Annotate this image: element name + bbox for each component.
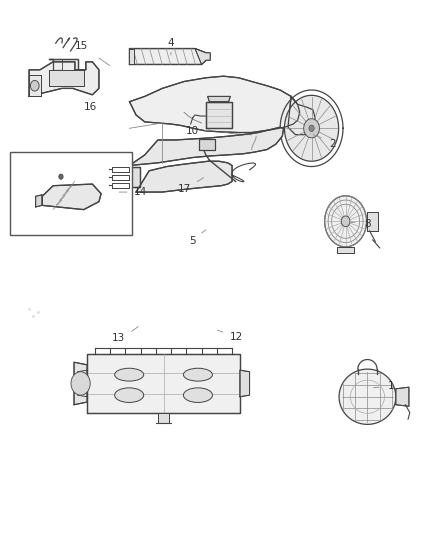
Polygon shape xyxy=(42,184,101,209)
Polygon shape xyxy=(49,59,78,78)
Text: 12: 12 xyxy=(230,332,243,342)
Text: 10: 10 xyxy=(186,126,199,136)
Text: 8: 8 xyxy=(364,219,371,229)
Polygon shape xyxy=(87,354,240,413)
Polygon shape xyxy=(29,62,99,96)
Text: 14: 14 xyxy=(134,187,147,197)
Circle shape xyxy=(71,372,90,395)
Ellipse shape xyxy=(115,368,144,381)
Polygon shape xyxy=(309,125,314,132)
Polygon shape xyxy=(285,95,339,161)
Text: 4: 4 xyxy=(168,38,174,48)
Polygon shape xyxy=(208,96,230,102)
Bar xyxy=(11,152,132,235)
Polygon shape xyxy=(130,49,134,64)
Text: 16: 16 xyxy=(84,102,97,112)
Polygon shape xyxy=(112,182,130,188)
Polygon shape xyxy=(337,247,354,253)
Polygon shape xyxy=(240,370,250,397)
Circle shape xyxy=(59,174,63,179)
Polygon shape xyxy=(367,212,378,231)
Polygon shape xyxy=(49,70,84,86)
Ellipse shape xyxy=(184,388,212,402)
Text: 2: 2 xyxy=(329,139,336,149)
Polygon shape xyxy=(199,139,215,150)
Ellipse shape xyxy=(184,368,212,381)
Circle shape xyxy=(30,80,39,91)
Polygon shape xyxy=(130,76,300,133)
Polygon shape xyxy=(288,96,315,135)
Text: 15: 15 xyxy=(75,41,88,51)
Polygon shape xyxy=(78,370,87,397)
Polygon shape xyxy=(130,127,284,165)
Text: 17: 17 xyxy=(177,184,191,195)
Polygon shape xyxy=(158,413,169,423)
Polygon shape xyxy=(119,166,141,187)
Text: 13: 13 xyxy=(112,333,125,343)
Polygon shape xyxy=(29,75,41,96)
Ellipse shape xyxy=(115,388,144,402)
Polygon shape xyxy=(396,387,409,406)
Polygon shape xyxy=(112,174,130,180)
Polygon shape xyxy=(206,102,232,128)
Polygon shape xyxy=(341,216,350,227)
Polygon shape xyxy=(325,196,367,247)
Polygon shape xyxy=(339,369,396,424)
Polygon shape xyxy=(130,49,206,64)
Polygon shape xyxy=(136,161,232,192)
Text: 5: 5 xyxy=(190,236,196,246)
Text: 1: 1 xyxy=(388,381,395,391)
Polygon shape xyxy=(112,166,130,172)
Polygon shape xyxy=(304,119,319,138)
Polygon shape xyxy=(195,49,210,64)
Polygon shape xyxy=(35,195,42,207)
Polygon shape xyxy=(74,362,87,405)
